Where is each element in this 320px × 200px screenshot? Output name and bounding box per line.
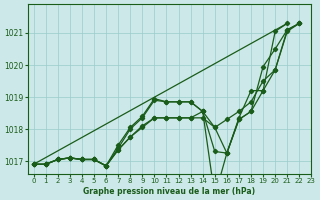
X-axis label: Graphe pression niveau de la mer (hPa): Graphe pression niveau de la mer (hPa) (84, 187, 256, 196)
